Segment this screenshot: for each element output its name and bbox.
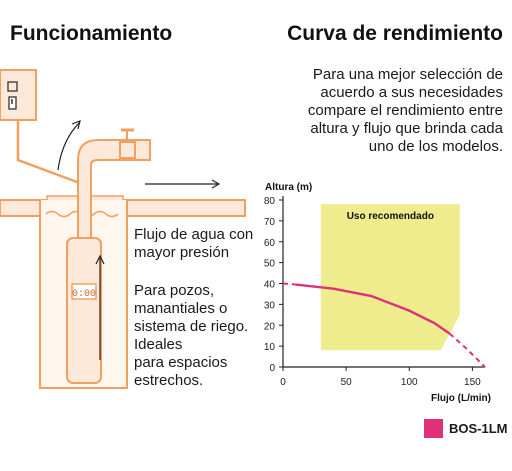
series-line-dashed-start — [282, 282, 296, 286]
x-tick-label: 100 — [401, 377, 418, 388]
title-funcionamiento: Funcionamiento — [10, 22, 173, 45]
control-box — [0, 69, 37, 121]
legend-swatch — [424, 419, 443, 438]
description-line: compare el rendimiento entre — [307, 102, 503, 119]
title-curva-rendimiento: Curva de rendimiento — [287, 22, 503, 45]
curved-arrow — [57, 121, 81, 171]
y-tick-label: 60 — [264, 238, 276, 249]
series-line-dashed-end — [448, 332, 486, 368]
x-axis-label: Flujo (L/min) — [431, 393, 491, 404]
legend-label: BOS-1LM — [449, 421, 508, 436]
use-line: para espacios — [134, 354, 228, 371]
y-tick-label: 0 — [269, 363, 275, 374]
description-line: uno de los modelos. — [368, 138, 503, 155]
zone-label: Uso recomendado — [347, 211, 434, 222]
control-light-icon — [7, 81, 18, 92]
description-line: altura y flujo que brinda cada — [310, 120, 503, 137]
y-tick-label: 10 — [264, 342, 276, 353]
description-line: Para una mejor selección de — [312, 66, 503, 83]
description-line: acuerdo a sus necesidades — [320, 84, 503, 101]
recommended-zone — [320, 204, 460, 351]
x-tick-label: 0 — [280, 377, 286, 388]
flow-line: mayor presión — [134, 244, 230, 261]
use-line: manantiales o — [134, 300, 228, 317]
y-tick-label: 20 — [264, 321, 276, 332]
flow-text: Flujo de agua con mayor presión — [134, 226, 253, 262]
y-tick-label: 50 — [264, 259, 276, 270]
x-tick-label: 50 — [341, 377, 353, 388]
power-cable — [16, 120, 86, 187]
pump-display — [71, 283, 97, 300]
submersible-pump — [66, 237, 102, 384]
description: Para una mejor selección de acuerdo a su… — [203, 66, 503, 156]
y-tick-label: 70 — [264, 217, 276, 228]
series-line-bos-1lm — [295, 283, 451, 335]
use-line: sistema de riego. — [134, 318, 249, 335]
use-line: estrechos. — [134, 372, 204, 389]
y-tick-label: 80 — [264, 196, 276, 207]
y-tick-label: 40 — [264, 280, 276, 291]
legend: BOS-1LM — [424, 419, 508, 438]
y-axis-label: Altura (m) — [265, 182, 312, 193]
use-line: Para pozos, — [134, 282, 215, 299]
x-tick-label: 150 — [464, 377, 481, 388]
use-line: Ideales — [134, 336, 183, 353]
flow-line: Flujo de agua con — [134, 226, 254, 243]
y-tick-label: 30 — [264, 300, 276, 311]
pump-display-text: 0:00 — [72, 289, 96, 300]
use-text: Para pozos, manantiales o sistema de rie… — [134, 282, 248, 390]
